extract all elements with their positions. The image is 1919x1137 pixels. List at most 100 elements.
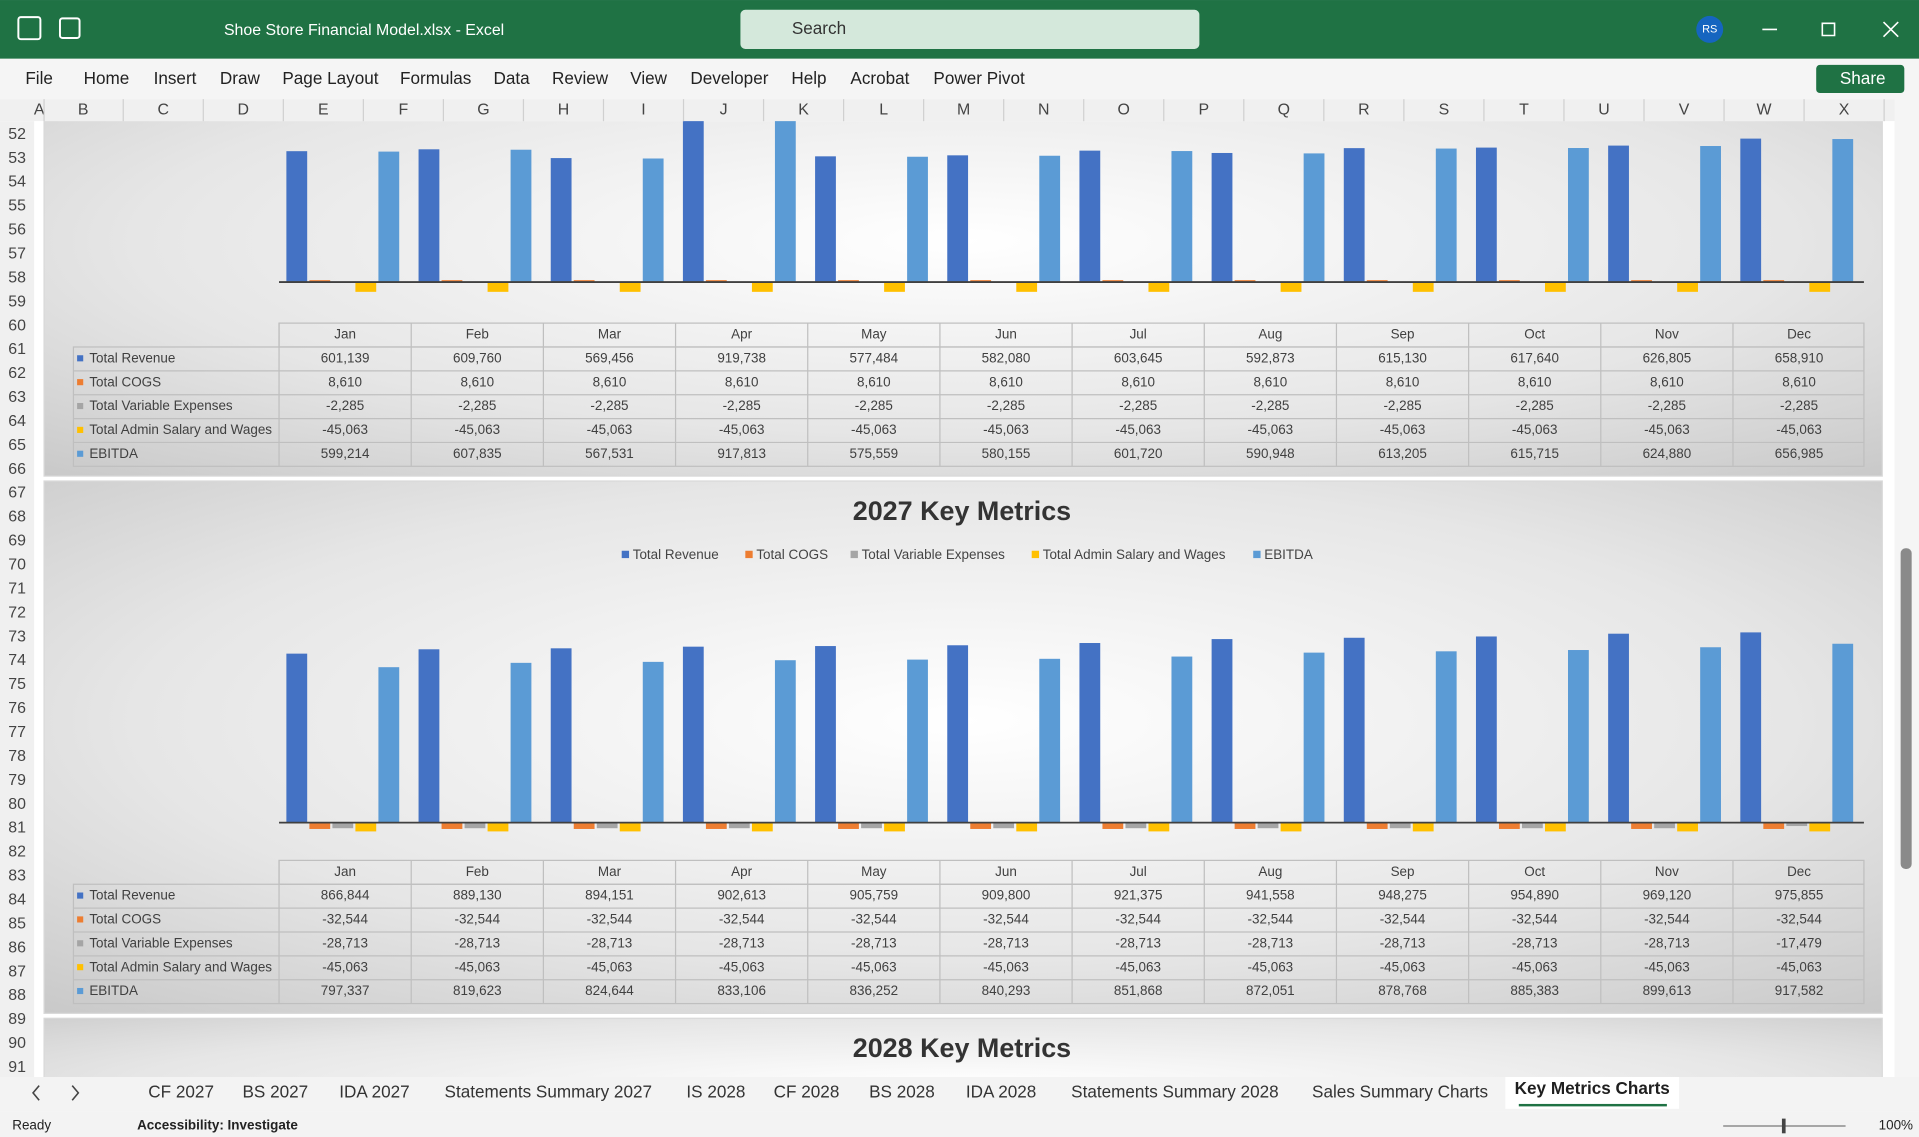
bar <box>1366 822 1388 829</box>
table-series-name: Total Admin Salary and Wages <box>89 422 272 437</box>
bar <box>1343 637 1365 823</box>
search-placeholder[interactable]: Search <box>792 18 846 38</box>
table-cell: -2,285 <box>326 398 364 413</box>
sheet-tab[interactable]: Key Metrics Charts <box>1515 1078 1670 1098</box>
bar <box>1832 139 1854 283</box>
column-header: X <box>1839 101 1850 118</box>
ribbon-tab[interactable]: Page Layout <box>282 68 378 88</box>
table-cell: 613,205 <box>1378 446 1427 461</box>
sheet-tab[interactable]: Statements Summary 2028 <box>1071 1081 1279 1101</box>
legend-key <box>77 940 84 947</box>
table-cell: -45,063 <box>1115 959 1161 974</box>
sheet-tab[interactable]: IDA 2027 <box>339 1081 409 1101</box>
bar <box>1544 282 1566 292</box>
row-header: 74 <box>8 652 26 669</box>
row-header: 82 <box>8 844 26 861</box>
legend-swatch <box>850 550 858 559</box>
ribbon-tab[interactable]: View <box>630 68 667 88</box>
table-cell: 658,910 <box>1775 350 1824 365</box>
row-header: 79 <box>8 772 26 789</box>
legend-key <box>77 964 84 971</box>
sheet-tab[interactable]: IS 2028 <box>686 1081 745 1101</box>
sheet-tab[interactable]: Sales Summary Charts <box>1312 1081 1488 1101</box>
table-cell: -28,713 <box>719 935 765 950</box>
table-cell: -45,063 <box>1512 959 1558 974</box>
ribbon-tab[interactable]: Home <box>84 68 130 88</box>
ribbon-tab[interactable]: Power Pivot <box>933 68 1025 88</box>
table-cell: 603,645 <box>1114 350 1163 365</box>
table-cell: -45,063 <box>983 422 1029 437</box>
status-zoom[interactable]: 100% <box>1879 1118 1913 1133</box>
table-header: Dec <box>1787 327 1811 342</box>
table-series-name: Total Variable Expenses <box>89 935 233 950</box>
ribbon-tab[interactable]: Draw <box>220 68 261 88</box>
table-cell: -45,063 <box>1776 959 1822 974</box>
user-initials: RS <box>1702 23 1717 35</box>
sheet-tab[interactable]: BS 2028 <box>869 1081 935 1101</box>
ribbon-tab[interactable]: Acrobat <box>850 68 909 88</box>
table-cell: 615,130 <box>1378 350 1427 365</box>
ribbon-tab[interactable]: Formulas <box>400 68 471 88</box>
table-cell: 8,610 <box>1650 374 1684 389</box>
scroll-thumb[interactable] <box>1900 548 1912 869</box>
sheet-tab[interactable]: IDA 2028 <box>966 1081 1036 1101</box>
bar <box>441 822 463 829</box>
row-header: 80 <box>8 796 26 813</box>
ribbon-tab[interactable]: Review <box>552 68 609 88</box>
ribbon-tab[interactable]: Help <box>791 68 826 88</box>
table-cell: -17,479 <box>1776 935 1822 950</box>
bar <box>1280 282 1302 292</box>
table-cell: -32,544 <box>1380 912 1426 927</box>
table-header: Jan <box>334 327 356 342</box>
table-cell: 969,120 <box>1643 888 1692 903</box>
table-cell: -32,544 <box>1644 912 1690 927</box>
row-header: 62 <box>8 365 26 382</box>
table-cell: -2,285 <box>1383 398 1421 413</box>
bar <box>510 662 532 823</box>
table-cell: 8,610 <box>725 374 759 389</box>
table-cell: 909,800 <box>982 888 1031 903</box>
table-cell: 975,855 <box>1775 888 1824 903</box>
table-cell: 797,337 <box>321 983 370 998</box>
table-cell: -28,713 <box>851 935 897 950</box>
table-cell: 8,610 <box>1518 374 1552 389</box>
table-cell: 948,275 <box>1378 888 1427 903</box>
sheet-tab[interactable]: CF 2027 <box>148 1081 214 1101</box>
table-cell: 592,873 <box>1246 350 1295 365</box>
table-cell: 941,558 <box>1246 888 1295 903</box>
table-cell: -45,063 <box>1380 959 1426 974</box>
avatar[interactable] <box>1696 15 1724 43</box>
status-accessibility[interactable]: Accessibility: Investigate <box>137 1118 298 1133</box>
column-header: T <box>1519 101 1529 118</box>
legend-key <box>77 379 84 386</box>
row-header-bar <box>0 121 35 1078</box>
column-header: O <box>1118 101 1130 118</box>
save-icon[interactable] <box>58 17 81 39</box>
sheet-tab[interactable]: CF 2028 <box>774 1081 840 1101</box>
ribbon-tab[interactable]: File <box>25 68 53 88</box>
ribbon-tab[interactable]: Developer <box>690 68 768 88</box>
window-controls[interactable] <box>1762 21 1899 38</box>
sheet-tab[interactable]: BS 2027 <box>243 1081 309 1101</box>
table-header: Feb <box>466 864 489 879</box>
share-label[interactable]: Share <box>1840 68 1886 88</box>
table-cell: 902,613 <box>717 888 766 903</box>
table-cell: -28,713 <box>983 935 1029 950</box>
ribbon-tab[interactable]: Insert <box>154 68 197 88</box>
tab-nav[interactable] <box>32 1085 80 1101</box>
bar <box>1102 280 1124 283</box>
sheet-tab[interactable]: Statements Summary 2027 <box>445 1081 653 1101</box>
table-cell: -32,544 <box>851 912 897 927</box>
ribbon-tab[interactable]: Data <box>493 68 530 88</box>
table-cell: -32,544 <box>1115 912 1161 927</box>
search-box[interactable] <box>740 9 1200 49</box>
row-header: 70 <box>8 557 26 574</box>
row-header: 59 <box>8 293 26 310</box>
table-cell: 626,805 <box>1643 350 1692 365</box>
table-cell: 885,383 <box>1510 983 1559 998</box>
table-cell: -32,544 <box>1248 912 1294 927</box>
legend-key <box>77 450 84 457</box>
zoom-thumb[interactable] <box>1781 1118 1786 1134</box>
bar <box>441 280 463 283</box>
share-button[interactable] <box>1816 64 1905 94</box>
